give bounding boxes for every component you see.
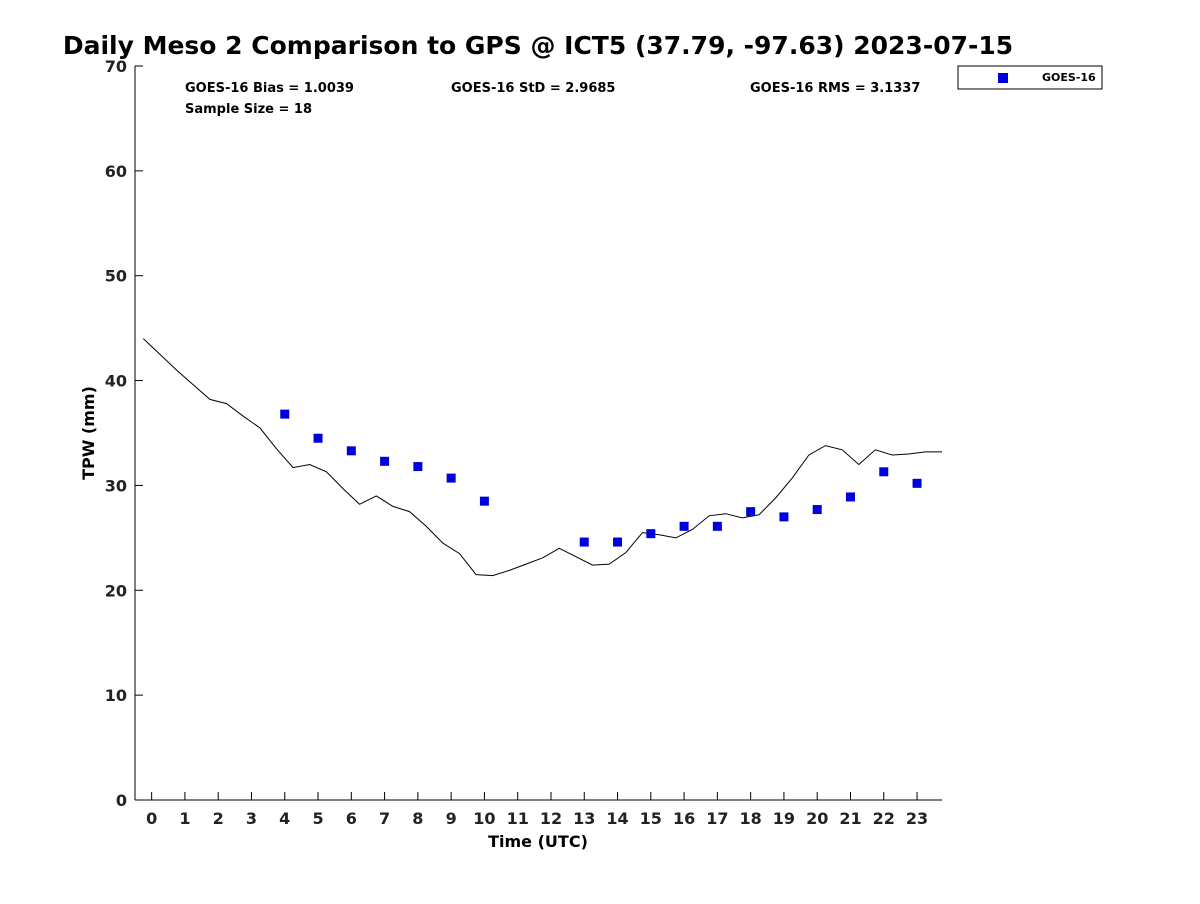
x-tick-label: 3 — [246, 809, 257, 828]
x-tick-label: 23 — [906, 809, 928, 828]
y-ticks: 0 10 20 30 40 50 60 70 — [105, 57, 143, 810]
legend-label: GOES-16 — [1042, 71, 1096, 84]
goes16-point — [346, 446, 356, 456]
y-tick-label: 50 — [105, 267, 127, 286]
x-tick-label: 11 — [507, 809, 529, 828]
sample-size-text: Sample Size = 18 — [185, 102, 312, 117]
x-tick-label: 2 — [213, 809, 224, 828]
y-tick-label: 60 — [105, 162, 127, 181]
x-tick-label: 4 — [279, 809, 290, 828]
std-text: GOES-16 StD = 2.9685 — [451, 81, 615, 96]
legend: GOES-16 — [957, 65, 1103, 90]
y-tick-label: 30 — [105, 476, 127, 495]
x-tick-label: 1 — [179, 809, 190, 828]
goes16-point — [479, 496, 489, 506]
goes16-point — [380, 456, 390, 466]
goes16-point — [712, 521, 722, 531]
x-tick-label: 9 — [446, 809, 457, 828]
x-tick-label: 18 — [740, 809, 762, 828]
y-tick-label: 20 — [105, 581, 127, 600]
plot-frame — [134, 66, 942, 801]
y-tick-label: 0 — [116, 791, 127, 810]
x-ticks: 0 1 2 3 4 5 6 7 8 9 10 11 12 13 14 15 16 17 18 19 20 21 22 23 — [146, 792, 928, 828]
legend-box — [957, 65, 1103, 90]
goes16-point — [779, 512, 789, 522]
goes16-point — [613, 537, 623, 547]
x-tick-label: 14 — [606, 809, 628, 828]
x-tick-label: 21 — [839, 809, 861, 828]
x-tick-label: 7 — [379, 809, 390, 828]
x-tick-label: 0 — [146, 809, 157, 828]
goes16-point — [313, 433, 323, 443]
goes16-marker-series — [280, 409, 922, 547]
goes16-point — [413, 462, 423, 472]
x-tick-label: 12 — [540, 809, 562, 828]
goes16-point — [746, 507, 756, 517]
x-tick-label: 19 — [773, 809, 795, 828]
x-tick-label: 10 — [473, 809, 495, 828]
y-axis-label: TPW (mm) — [79, 386, 98, 480]
x-tick-label: 17 — [706, 809, 728, 828]
x-axis-label: Time (UTC) — [488, 832, 588, 851]
x-tick-label: 8 — [412, 809, 423, 828]
x-tick-label: 22 — [873, 809, 895, 828]
gps-line-series — [142, 338, 942, 577]
y-tick-label: 70 — [105, 57, 127, 76]
goes16-point — [845, 492, 855, 502]
y-tick-label: 40 — [105, 372, 127, 391]
y-tick-label: 10 — [105, 686, 127, 705]
x-tick-label: 15 — [640, 809, 662, 828]
x-tick-label: 20 — [806, 809, 828, 828]
x-tick-label: 5 — [312, 809, 323, 828]
stats-annotations: GOES-16 Bias = 1.0039 Sample Size = 18 G… — [185, 81, 920, 117]
goes16-point — [679, 521, 689, 531]
goes16-point — [646, 529, 656, 539]
gps-line — [142, 338, 942, 577]
bias-text: GOES-16 Bias = 1.0039 — [185, 81, 354, 96]
x-tick-label: 16 — [673, 809, 695, 828]
goes16-point — [812, 505, 822, 515]
goes16-point — [280, 409, 290, 419]
goes16-point — [579, 537, 589, 547]
chart-title: Daily Meso 2 Comparison to GPS @ ICT5 (3… — [63, 31, 1013, 60]
rms-text: GOES-16 RMS = 3.1337 — [750, 81, 920, 96]
goes16-point — [446, 473, 456, 483]
legend-marker — [998, 73, 1008, 83]
x-tick-label: 13 — [573, 809, 595, 828]
goes16-point — [879, 467, 889, 477]
x-tick-label: 6 — [346, 809, 357, 828]
goes16-point — [912, 478, 922, 488]
